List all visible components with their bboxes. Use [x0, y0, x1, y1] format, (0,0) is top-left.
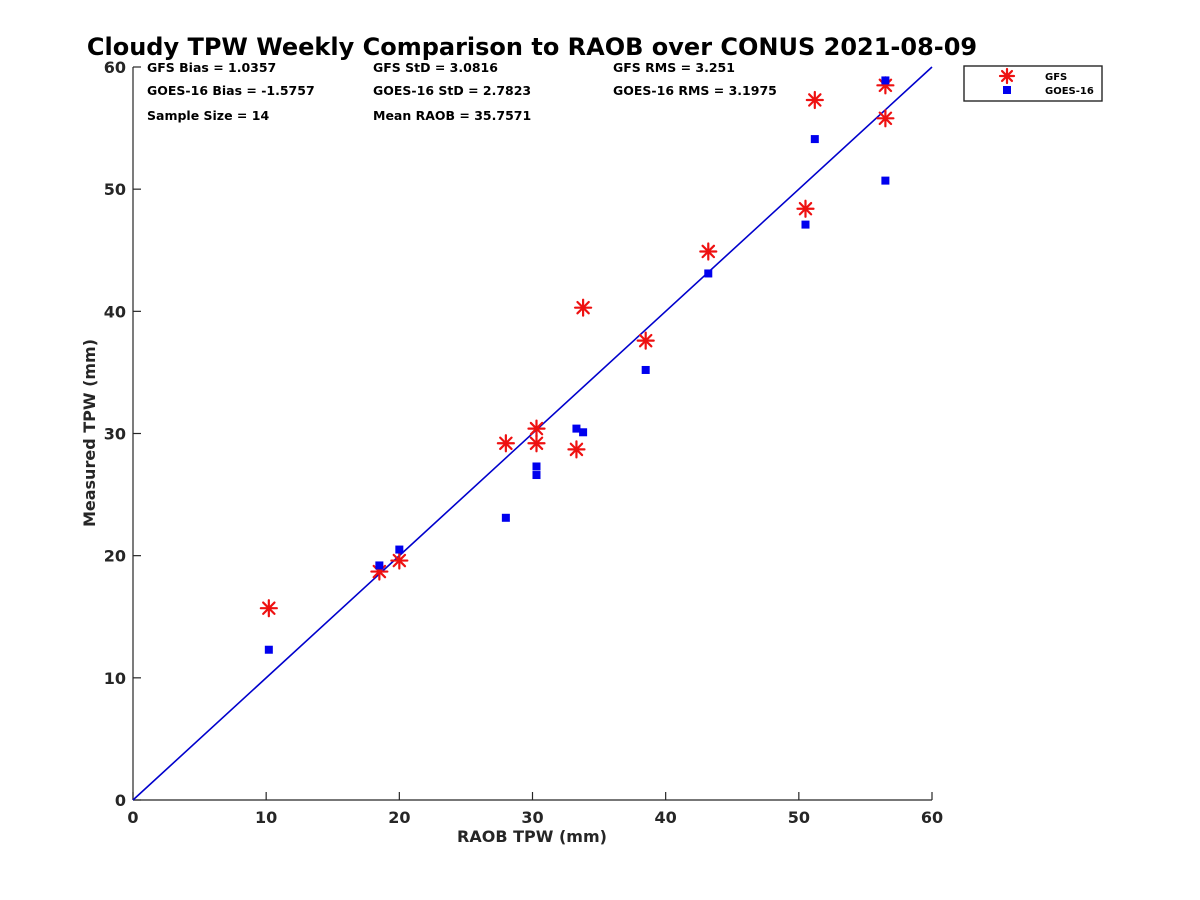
- gfs-point: [527, 419, 546, 438]
- legend-goes-16-label: GOES-16: [1045, 86, 1094, 97]
- gfs-point: [496, 434, 515, 453]
- stat-text: GFS Bias = 1.0357: [147, 60, 276, 75]
- y-tick-label: 10: [104, 669, 126, 688]
- stat-text: GOES-16 Bias = -1.5757: [147, 83, 315, 98]
- gfs-point: [805, 90, 824, 110]
- legend-goes-16-marker: [1003, 86, 1011, 94]
- stat-text: Sample Size = 14: [147, 108, 269, 123]
- x-tick-label: 10: [255, 808, 277, 827]
- goes-16-point: [532, 462, 541, 471]
- x-tick-label: 50: [788, 808, 810, 827]
- stat-text: GFS StD = 3.0816: [373, 60, 498, 75]
- goes-16-point: [532, 471, 541, 480]
- y-tick-label: 60: [104, 58, 126, 77]
- stat-text: GOES-16 StD = 2.7823: [373, 83, 531, 98]
- stats-annotations: GFS Bias = 1.0357 GFS StD = 3.0816 GFS RMS…: [147, 60, 777, 123]
- gfs-point: [527, 434, 546, 453]
- y-axis-label: Measured TPW (mm): [80, 339, 99, 527]
- gfs-point: [876, 109, 895, 128]
- y-tick-label: 20: [104, 547, 126, 566]
- goes-16-point: [375, 561, 384, 570]
- x-tick-label: 30: [521, 808, 543, 827]
- goes-16-point: [810, 135, 819, 144]
- goes-16-point: [395, 545, 404, 554]
- gfs-point: [636, 331, 655, 350]
- goes-16-point: [579, 428, 588, 437]
- goes-16-point: [572, 424, 581, 433]
- x-axis-label: RAOB TPW (mm): [457, 827, 607, 846]
- x-tick-label: 40: [655, 808, 677, 827]
- x-tick-label: 60: [921, 808, 943, 827]
- goes-16-point: [881, 76, 890, 85]
- stat-text: GFS RMS = 3.251: [613, 60, 735, 75]
- goes-16-point: [881, 176, 890, 185]
- legend-box: [963, 65, 1103, 102]
- goes-16-point: [264, 645, 273, 654]
- gfs-point: [259, 599, 278, 618]
- x-tick-label: 20: [388, 808, 410, 827]
- gfs-point: [390, 551, 409, 570]
- legend: GFS GOES-16: [963, 65, 1103, 102]
- data-points: [259, 76, 895, 654]
- goes-16-point: [501, 513, 510, 522]
- gfs-point: [574, 298, 593, 317]
- legend-gfs-marker: [998, 67, 1016, 85]
- legend-gfs-label: GFS: [1045, 72, 1067, 83]
- y-tick-label: 30: [104, 425, 126, 444]
- x-tick-label: 0: [127, 808, 138, 827]
- y-tick-label: 40: [104, 302, 126, 321]
- goes-16-point: [801, 220, 810, 229]
- gfs-point: [699, 242, 718, 261]
- goes-16-point: [704, 269, 713, 278]
- gfs-point: [567, 440, 586, 459]
- stat-text: GOES-16 RMS = 3.1975: [613, 83, 777, 98]
- chart-title: Cloudy TPW Weekly Comparison to RAOB ove…: [87, 33, 977, 61]
- stat-text: Mean RAOB = 35.7571: [373, 108, 531, 123]
- gfs-point: [796, 199, 815, 218]
- y-tick-label: 50: [104, 180, 126, 199]
- goes-16-point: [641, 365, 650, 374]
- y-tick-label: 0: [115, 791, 126, 810]
